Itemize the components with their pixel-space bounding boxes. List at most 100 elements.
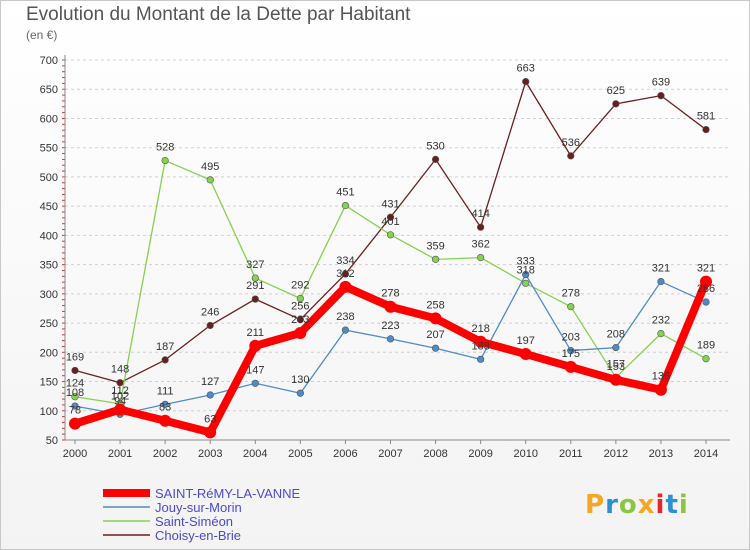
data-label: 334 [336, 255, 354, 267]
data-point [251, 295, 259, 303]
data-point [567, 303, 575, 311]
data-point [474, 335, 487, 348]
data-point [702, 355, 710, 363]
data-label: 530 [426, 140, 444, 152]
y-tick-label: 150 [40, 377, 58, 389]
data-label: 157 [607, 358, 625, 370]
x-tick-label: 2013 [649, 448, 673, 460]
data-label: 153 [607, 361, 625, 373]
legend-label: Choisy-en-Brie [155, 528, 241, 543]
data-point [700, 275, 712, 288]
data-label: 663 [517, 63, 535, 75]
proxiti-logo: Proxiti [585, 490, 689, 520]
data-point [161, 356, 169, 364]
data-label: 431 [381, 198, 399, 210]
data-label: 528 [156, 142, 174, 154]
data-label: 292 [291, 280, 309, 292]
data-label: 318 [517, 264, 535, 276]
data-label: 189 [697, 340, 715, 352]
data-point [339, 280, 352, 293]
logo-letter: i [678, 490, 689, 520]
data-label: 333 [517, 256, 535, 268]
data-point [567, 346, 575, 355]
data-label: 256 [291, 301, 309, 313]
data-label: 94 [114, 395, 126, 407]
data-point [654, 383, 667, 396]
data-label: 451 [336, 187, 354, 199]
y-tick-label: 600 [40, 113, 58, 125]
data-point [161, 400, 169, 408]
data-point [341, 201, 350, 210]
y-tick-label: 500 [40, 172, 58, 184]
logo-letter: t [665, 490, 679, 520]
x-tick-label: 2001 [108, 448, 132, 460]
data-label: 78 [69, 405, 81, 417]
data-point [251, 379, 259, 387]
x-tick-label: 2000 [63, 448, 87, 460]
data-point [431, 255, 440, 263]
data-point [612, 344, 620, 352]
x-tick-label: 2014 [694, 448, 718, 460]
data-label: 286 [697, 283, 715, 295]
x-tick-label: 2006 [333, 448, 357, 460]
data-label: 321 [697, 263, 715, 275]
data-point [657, 277, 665, 286]
data-label: 111 [157, 385, 174, 397]
data-label: 127 [201, 376, 219, 388]
data-label: 233 [291, 314, 309, 326]
data-point [296, 315, 304, 324]
data-label: 536 [562, 137, 580, 149]
data-point [114, 403, 127, 416]
data-point [431, 155, 440, 163]
data-point [249, 339, 262, 352]
data-point [296, 389, 304, 397]
data-label: 321 [652, 263, 670, 275]
data-point [341, 326, 350, 334]
y-tick-label: 400 [40, 230, 58, 242]
y-tick-label: 450 [40, 201, 58, 213]
data-label: 639 [652, 77, 670, 89]
data-label: 401 [381, 216, 399, 228]
data-label: 278 [381, 288, 399, 300]
data-label: 83 [159, 402, 171, 414]
data-label: 148 [111, 364, 129, 376]
data-label: 625 [607, 85, 625, 97]
x-tick-label: 2011 [559, 448, 583, 460]
data-label: 223 [381, 320, 399, 332]
data-label: 63 [204, 413, 216, 425]
y-tick-label: 650 [40, 84, 58, 96]
y-tick-label: 350 [40, 260, 58, 272]
data-label: 238 [336, 311, 354, 323]
x-tick-label: 2002 [153, 448, 177, 460]
data-point [206, 391, 214, 399]
data-label: 169 [66, 351, 84, 363]
data-point [702, 298, 710, 306]
y-tick-label: 550 [40, 143, 58, 155]
data-label: 102 [111, 391, 129, 403]
data-point [564, 360, 577, 373]
data-point [71, 366, 79, 375]
data-label: 187 [156, 341, 174, 353]
data-point [702, 125, 710, 134]
y-tick-label: 200 [40, 347, 58, 359]
data-point [657, 330, 665, 338]
data-label: 258 [426, 299, 444, 311]
logo-letter: x [637, 490, 656, 520]
data-label: 203 [562, 332, 580, 344]
data-point [477, 355, 485, 363]
data-label: 175 [562, 348, 580, 360]
data-point [206, 176, 214, 184]
data-point [204, 426, 217, 439]
data-point [519, 348, 532, 361]
data-point [206, 321, 214, 330]
data-label: 108 [66, 387, 84, 399]
data-point [429, 312, 442, 325]
data-label: 136 [652, 371, 670, 383]
x-tick-label: 2012 [604, 448, 628, 460]
x-tick-label: 2008 [423, 448, 447, 460]
data-label: 312 [336, 268, 354, 280]
data-point [612, 100, 620, 108]
data-label: 414 [471, 208, 489, 220]
data-label: 130 [291, 374, 309, 386]
data-point [71, 402, 79, 410]
